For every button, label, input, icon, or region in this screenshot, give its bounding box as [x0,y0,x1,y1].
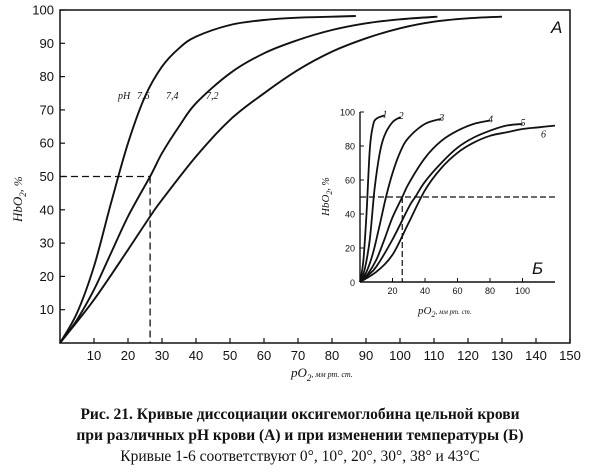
inset-x-tick-label: 100 [515,286,530,296]
inset-curve-label: 3 [438,113,444,124]
inset-curve-label: 5 [521,118,526,129]
main-y-tick-label: 10 [40,302,54,317]
main-reference-lines [60,175,151,343]
panel-letter-a: А [550,18,562,37]
main-y-axis-title: HbO2, % [10,176,28,223]
inset-curve-label: 4 [488,115,493,126]
main-curve-labels: 7,6 7,4 7,2 [137,91,219,102]
inset-background [318,100,564,322]
main-curve-label: 7,2 [206,91,219,102]
main-x-tick-label: 50 [223,348,237,363]
main-x-tick-label: 150 [559,348,581,363]
figure-caption: Рис. 21. Кривые диссоциации оксигемоглоб… [0,404,600,467]
inset-origin-label: 0 [350,278,355,288]
inset-y-tick-label: 20 [345,244,355,254]
main-x-tick-label: 20 [121,348,135,363]
inset-y-tick-label: 100 [340,108,355,118]
inset-curve-2 [359,116,402,283]
main-y-tick-label: 90 [40,36,54,51]
main-curve-ph-7-4 [59,15,438,344]
inset-x-tick-label: 40 [420,286,430,296]
main-y-tick-label: 100 [32,3,54,18]
main-x-tick-label: 110 [424,348,445,363]
main-x-tick-label: 60 [257,348,271,363]
inset-curve-5 [359,123,523,283]
inset-curve-labels: 1 2 3 4 5 6 [382,109,546,140]
main-x-tick-label: 90 [359,348,373,363]
main-y-tick-label: 80 [40,69,54,84]
panel-letter-b: Б [532,259,543,278]
inset-y-tick-label: 60 [345,176,355,186]
ph-prefix-label: pH [117,91,131,102]
main-x-axis: 10 20 30 40 50 60 70 80 90 100 110 120 130 140 150 [87,338,581,363]
main-y-tick-label: 40 [40,202,54,217]
inset-curve-3 [359,117,442,283]
main-x-tick-label: 80 [325,348,339,363]
caption-line-3: Кривые 1-6 соответствуют 0°, 10°, 20°, 3… [120,448,480,465]
inset-curve-6 [359,124,556,283]
main-curve-label: 7,6 [137,91,150,102]
main-curves [59,15,503,344]
main-x-tick-label: 30 [155,348,169,363]
main-y-tick-label: 20 [40,269,54,284]
inset-curves [359,114,556,283]
main-y-tick-label: 30 [40,236,54,251]
main-curve-label: 7,4 [166,91,179,102]
main-x-axis-title: pO2, мм рт. ст. [290,365,353,383]
main-x-tick-label: 100 [389,348,411,363]
main-x-tick-label: 140 [525,348,547,363]
inset-curve-1 [359,114,385,283]
main-x-tick-label: 70 [291,348,305,363]
main-x-tick-label: 40 [189,348,203,363]
inset-x-tick-label: 20 [387,286,397,296]
inset-curve-label: 2 [399,111,404,122]
inset-curve-4 [359,119,491,283]
inset-y-tick-label: 40 [345,210,355,220]
inset-y-tick-label: 80 [345,142,355,152]
main-curve-ph-7-2 [59,15,503,344]
caption-line-2: при различных pH крови (А) и при изменен… [76,427,524,444]
main-y-tick-label: 60 [40,136,54,151]
main-x-tick-label: 120 [457,348,479,363]
inset-curve-label: 6 [541,130,546,141]
main-y-tick-label: 70 [40,102,54,117]
inset-x-tick-label: 60 [452,286,462,296]
inset-curve-label: 1 [382,109,387,120]
inset-y-axis-title: HbO2, % [320,177,334,217]
inset-x-axis-title: pO2, мм рт. ст. [417,305,472,319]
inset-x-tick-label: 80 [485,286,495,296]
main-y-tick-label: 50 [40,169,54,184]
main-curve-ph-7-6 [59,15,356,344]
inset-chart-b: 20 40 60 80 100 0 20 40 60 80 100 1 2 3 4 5 6 Б pO2, м… [318,100,564,322]
main-x-tick-label: 10 [87,348,101,363]
main-x-tick-label: 130 [491,348,513,363]
caption-line-1: Рис. 21. Кривые диссоциации оксигемоглоб… [80,406,520,423]
inset-reference-lines [360,196,555,282]
